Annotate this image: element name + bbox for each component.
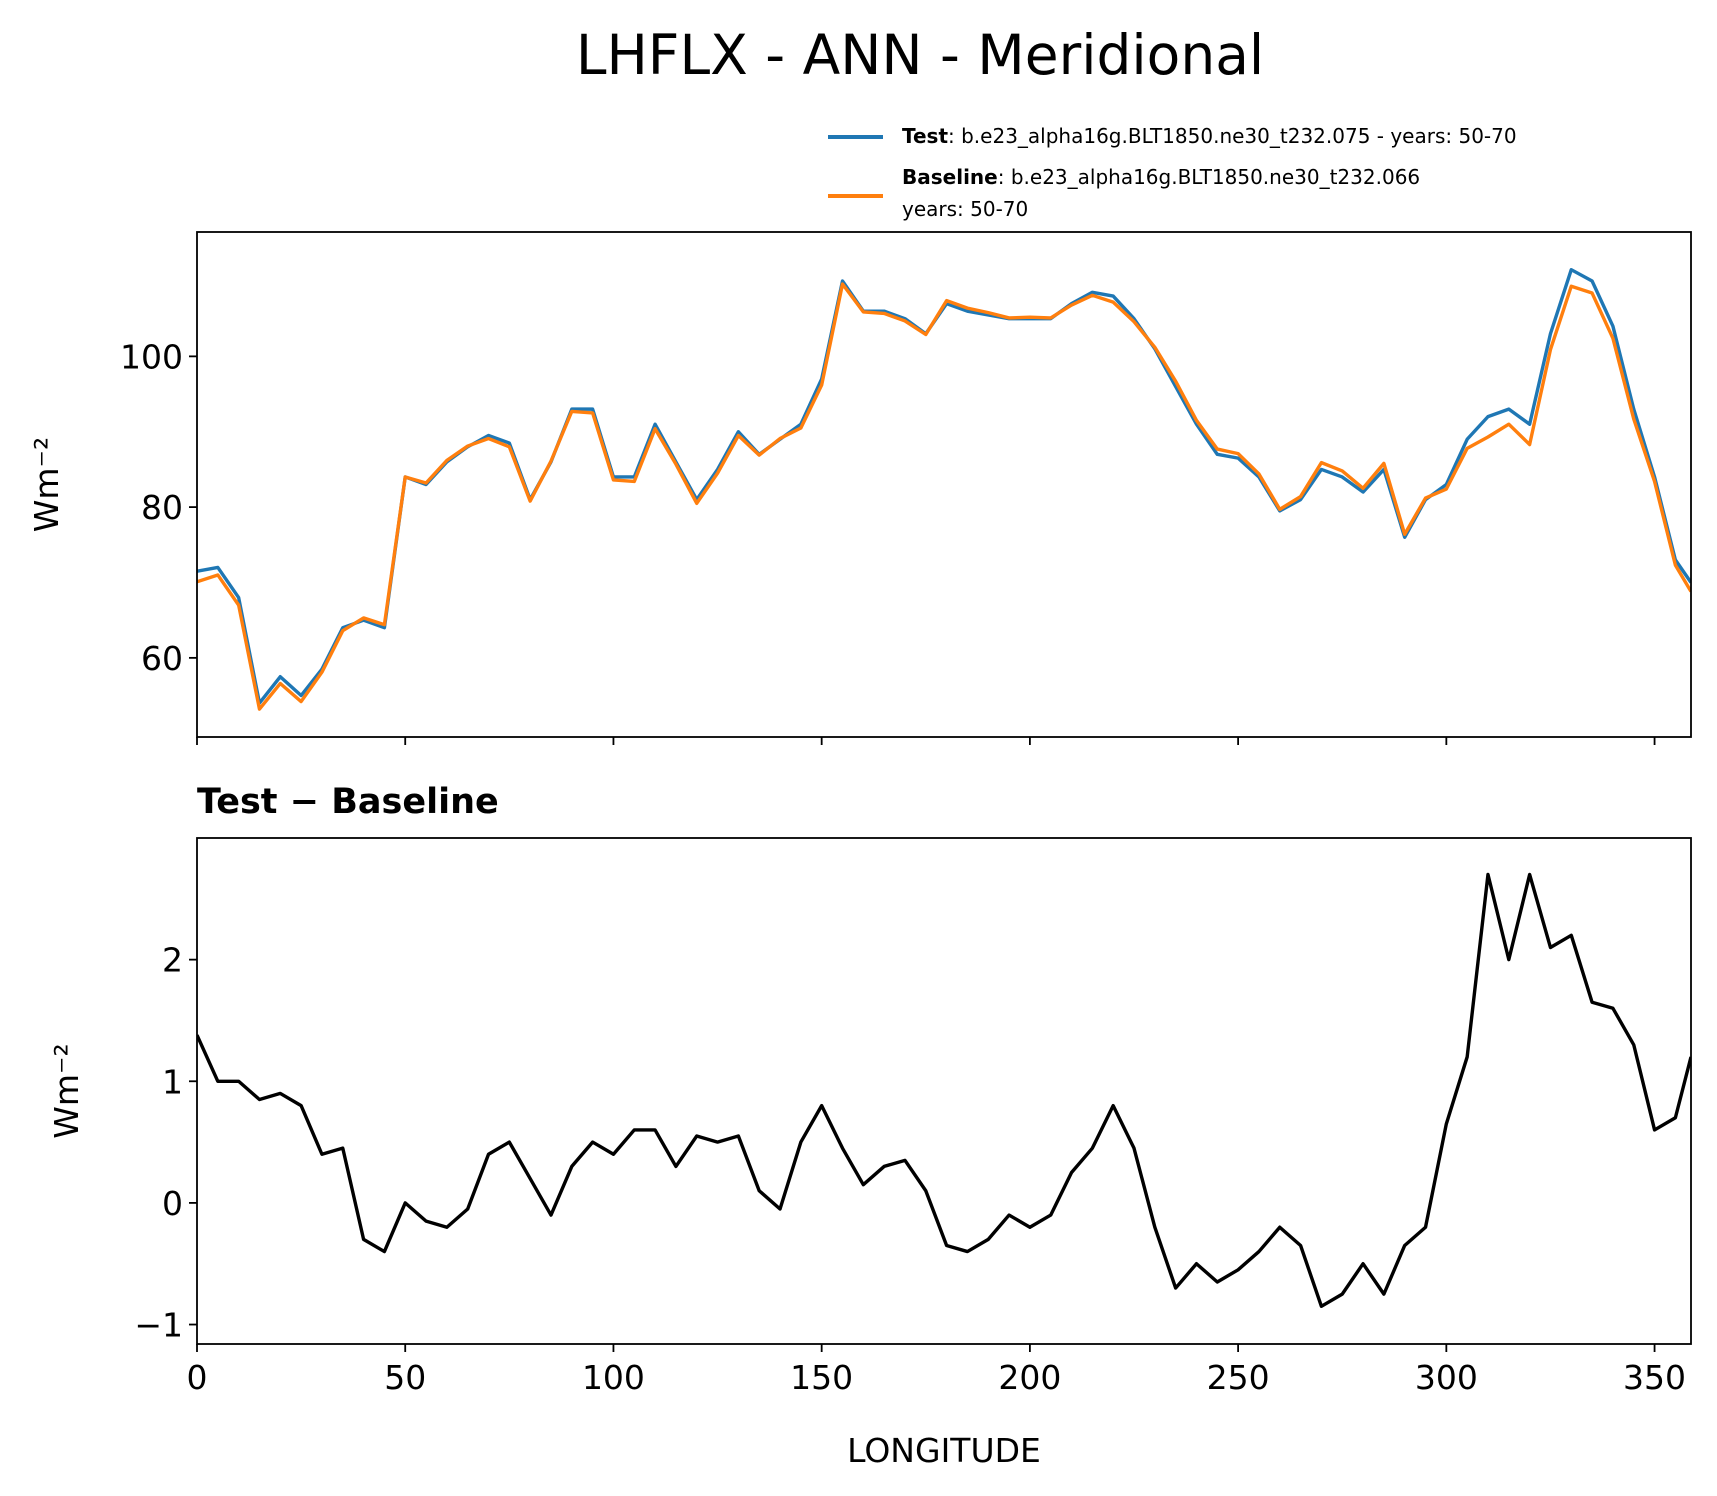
y-tick-label: 1: [162, 1062, 183, 1101]
plot-area: [197, 872, 1691, 1308]
x-tick-label: 250: [1207, 1358, 1270, 1397]
legend-label: Baseline: b.e23_alpha16g.BLT1850.ne30_t2…: [902, 165, 1420, 221]
y-tick-label: 0: [162, 1184, 183, 1223]
x-tick-label: 200: [998, 1358, 1061, 1397]
series-line: [197, 282, 1691, 711]
legend-name: Baseline: [902, 165, 998, 189]
legend-description: years: 50-70: [902, 197, 1028, 221]
legend-label: Test: b.e23_alpha16g.BLT1850.ne30_t232.0…: [902, 124, 1517, 148]
x-tick-label: 100: [582, 1358, 645, 1397]
legend-description: : b.e23_alpha16g.BLT1850.ne30_t232.075 -…: [948, 124, 1517, 148]
x-axis-label: LONGITUDE: [847, 1431, 1041, 1470]
y-tick-label: 60: [141, 639, 183, 678]
axes-frame: [196, 231, 1692, 738]
x-tick-label: 150: [790, 1358, 853, 1397]
axes-frame: [196, 837, 1692, 1345]
plot-area: [197, 267, 1691, 711]
y-tick-label: 80: [141, 488, 183, 527]
x-tick-label: 50: [384, 1358, 426, 1397]
subplot-title: Test − Baseline: [197, 782, 499, 822]
y-axis-label: Wm⁻²: [27, 437, 66, 532]
x-tick-label: 300: [1415, 1358, 1478, 1397]
chart-title: LHFLX - ANN - Meridional: [576, 23, 1264, 87]
x-tick-label: 350: [1623, 1358, 1686, 1397]
x-tick-label: 0: [187, 1358, 208, 1397]
y-tick-label: 100: [120, 337, 183, 376]
y-tick-label: 2: [162, 941, 183, 980]
series-line: [197, 872, 1691, 1308]
y-axis-label: Wm⁻²: [47, 1043, 86, 1138]
legend-name: Test: [902, 124, 948, 148]
legend-description: : b.e23_alpha16g.BLT1850.ne30_t232.066: [998, 165, 1420, 189]
y-tick-label: −1: [134, 1306, 183, 1345]
